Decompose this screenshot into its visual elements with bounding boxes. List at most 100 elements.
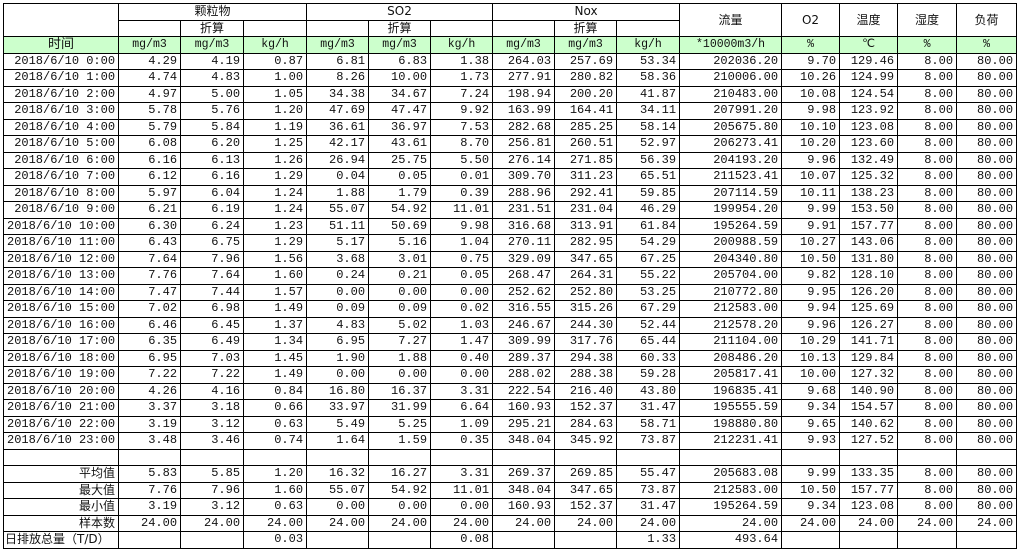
blank-cell <box>306 19 370 37</box>
value-cell: 257.69 <box>554 52 618 70</box>
value-cell: 125.69 <box>839 300 899 318</box>
blank-cell <box>430 448 494 466</box>
value-cell: 46.29 <box>616 201 681 219</box>
value-cell: 309.99 <box>492 333 556 351</box>
value-cell: 4.97 <box>118 85 182 103</box>
value-cell: 3.37 <box>118 399 182 417</box>
value-cell: 8.00 <box>897 267 958 285</box>
converted-label: 折算 <box>180 19 245 37</box>
value-cell: 54.92 <box>368 201 432 219</box>
row-label: 2018/6/10 3:00 <box>2 102 120 120</box>
table-row: 2018/6/10 10:00 6.30 6.24 1.23 51.11 50.69 9.9… <box>2 217 1018 235</box>
value-cell: 10.26 <box>781 69 841 87</box>
value-cell: 1.47 <box>430 333 494 351</box>
value-cell: 132.49 <box>839 151 899 169</box>
value-cell: 123.08 <box>839 498 899 516</box>
value-cell: 54.29 <box>616 234 681 252</box>
value-cell: 0.63 <box>243 498 308 516</box>
value-cell: 1.45 <box>243 349 308 367</box>
value-cell: 198.94 <box>492 85 556 103</box>
value-cell: 0.24 <box>306 267 370 285</box>
value-cell: 43.80 <box>616 382 681 400</box>
value-cell: 207991.20 <box>679 102 783 120</box>
value-cell: 47.69 <box>306 102 370 120</box>
unit-cell: kg/h <box>616 36 681 54</box>
blank-row <box>2 448 1018 466</box>
table-row: 2018/6/10 13:00 7.76 7.64 1.60 0.24 0.21 0.05 2… <box>2 267 1018 285</box>
value-cell: 288.38 <box>554 366 618 384</box>
blank-cell <box>243 448 308 466</box>
time-header: 时间 <box>2 36 120 54</box>
value-cell: 9.94 <box>781 300 841 318</box>
value-cell: 80.00 <box>956 300 1018 318</box>
value-cell: 0.03 <box>243 531 308 549</box>
value-cell: 80.00 <box>956 432 1018 450</box>
value-cell: 7.03 <box>180 349 245 367</box>
value-cell: 0.84 <box>243 382 308 400</box>
value-cell: 0.00 <box>306 498 370 516</box>
value-cell: 4.29 <box>118 52 182 70</box>
unit-cell: % <box>897 36 958 54</box>
value-cell: 24.00 <box>897 514 958 532</box>
table-row: 2018/6/10 17:00 6.35 6.49 1.34 6.95 7.27 1.47 3… <box>2 333 1018 351</box>
value-cell: 195555.59 <box>679 399 783 417</box>
value-cell: 8.00 <box>897 432 958 450</box>
value-cell: 6.12 <box>118 168 182 186</box>
table-row: 2018/6/10 11:00 6.43 6.75 1.29 5.17 5.16 1.04 2… <box>2 234 1018 252</box>
row-label: 2018/6/10 16:00 <box>2 316 120 334</box>
value-cell: 123.92 <box>839 102 899 120</box>
value-cell: 0.00 <box>430 283 494 301</box>
value-cell: 80.00 <box>956 267 1018 285</box>
table-row: 2018/6/10 6:00 6.16 6.13 1.26 26.94 25.75 5.50… <box>2 151 1018 169</box>
value-cell: 0.00 <box>368 366 432 384</box>
stats-row: 最小值 3.19 3.12 0.63 0.00 0.00 0.00 160.93 152.37 3… <box>2 498 1018 516</box>
value-cell: 269.85 <box>554 465 618 483</box>
header-o2: O2 <box>781 3 841 37</box>
value-cell: 7.76 <box>118 267 182 285</box>
value-cell: 80.00 <box>956 151 1018 169</box>
value-cell: 9.96 <box>781 316 841 334</box>
value-cell: 3.18 <box>180 399 245 417</box>
row-label: 样本数 <box>2 514 120 532</box>
value-cell: 0.21 <box>368 267 432 285</box>
value-cell: 7.44 <box>180 283 245 301</box>
table-row: 2018/6/10 5:00 6.08 6.20 1.25 42.17 43.61 8.70… <box>2 135 1018 153</box>
value-cell: 16.37 <box>368 382 432 400</box>
value-cell: 211523.41 <box>679 168 783 186</box>
value-cell: 7.64 <box>118 250 182 268</box>
value-cell: 280.82 <box>554 69 618 87</box>
row-label: 2018/6/10 23:00 <box>2 432 120 450</box>
value-cell: 9.91 <box>781 217 841 235</box>
value-cell: 269.37 <box>492 465 556 483</box>
value-cell: 345.92 <box>554 432 618 450</box>
blank-cell <box>897 448 958 466</box>
row-label: 2018/6/10 5:00 <box>2 135 120 153</box>
value-cell: 80.00 <box>956 349 1018 367</box>
row-label: 2018/6/10 18:00 <box>2 349 120 367</box>
unit-cell: ℃ <box>839 36 899 54</box>
value-cell: 3.48 <box>118 432 182 450</box>
value-cell: 24.00 <box>243 514 308 532</box>
value-cell: 1.24 <box>243 201 308 219</box>
value-cell: 10.27 <box>781 234 841 252</box>
value-cell: 80.00 <box>956 415 1018 433</box>
value-cell: 3.68 <box>306 250 370 268</box>
value-cell: 6.20 <box>180 135 245 153</box>
value-cell: 10.00 <box>781 366 841 384</box>
value-cell: 8.00 <box>897 102 958 120</box>
value-cell: 129.46 <box>839 52 899 70</box>
group-header-nox: Nox <box>492 3 681 21</box>
value-cell: 24.00 <box>554 514 618 532</box>
value-cell: 205817.41 <box>679 366 783 384</box>
unit-cell: mg/m3 <box>368 36 432 54</box>
value-cell: 1.34 <box>243 333 308 351</box>
value-cell: 5.17 <box>306 234 370 252</box>
value-cell: 6.35 <box>118 333 182 351</box>
value-cell: 80.00 <box>956 217 1018 235</box>
value-cell: 6.95 <box>118 349 182 367</box>
value-cell: 31.47 <box>616 498 681 516</box>
value-cell: 7.47 <box>118 283 182 301</box>
value-cell: 1.26 <box>243 151 308 169</box>
value-cell: 31.47 <box>616 399 681 417</box>
value-cell: 80.00 <box>956 333 1018 351</box>
